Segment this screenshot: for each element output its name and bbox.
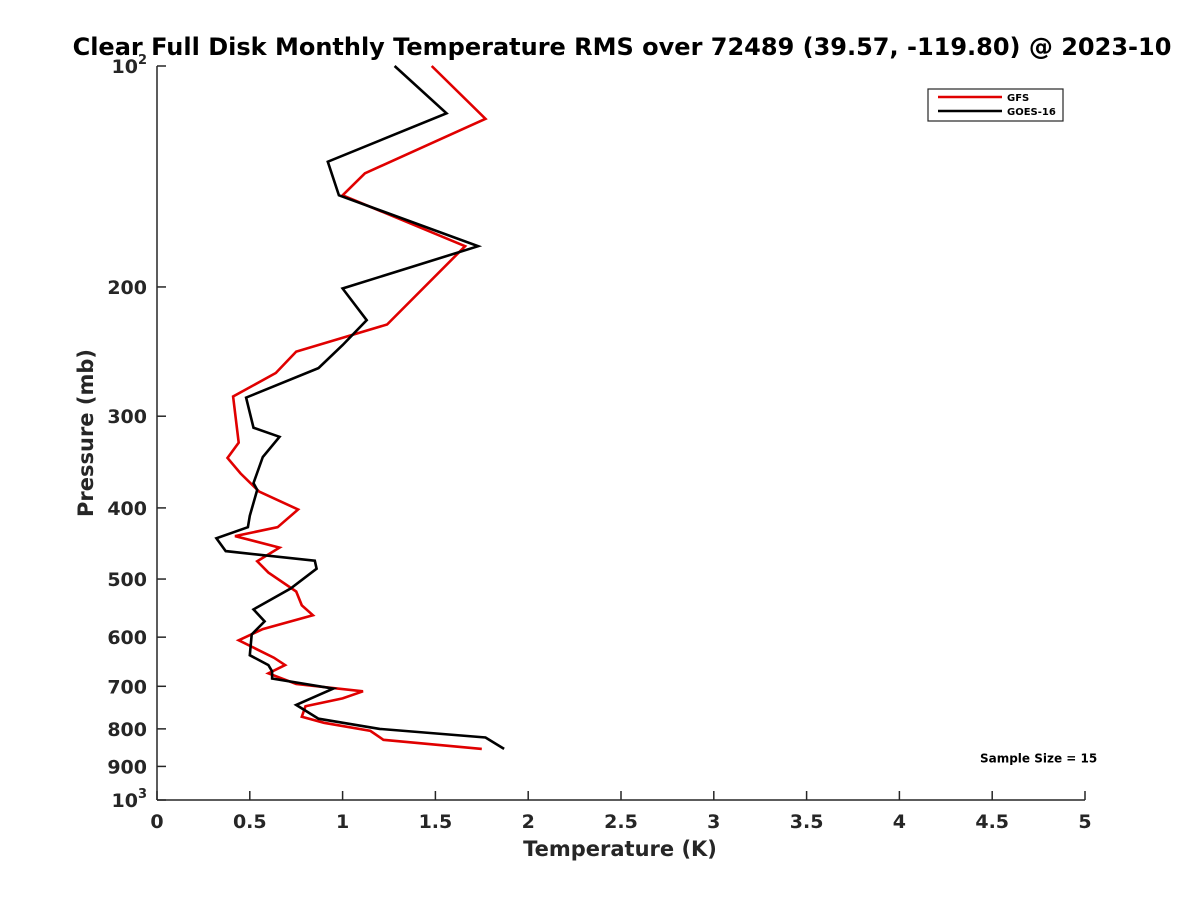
legend-label-gfs: GFS	[1007, 93, 1029, 104]
y-tick-label: 200	[107, 277, 147, 299]
legend-label-goes-16: GOES-16	[1007, 107, 1056, 118]
series-line-goes-16	[214, 65, 505, 751]
y-tick-label: 900	[107, 756, 147, 778]
x-tick-label: 1	[336, 811, 349, 833]
x-tick-label: 0.5	[233, 811, 267, 833]
x-tick-label: 0	[150, 811, 163, 833]
y-tick-label: 600	[107, 627, 147, 649]
legend-box	[927, 88, 1064, 122]
y-axis-label: Pressure (mb)	[74, 349, 98, 517]
sample-size-annotation: Sample Size = 15	[980, 752, 1097, 766]
legend: GFS GOES-16	[927, 88, 1064, 122]
x-ticks: 0 0.5 1 1.5 2 2.5 3 3.5 4 4.5 5	[150, 791, 1092, 833]
x-axis-label: Temperature (K)	[523, 837, 717, 861]
y-tick-label: 102	[112, 53, 148, 78]
y-tick-label: 800	[107, 719, 147, 741]
y-tick-label: 103	[112, 787, 148, 812]
x-tick-label: 5	[1078, 811, 1091, 833]
x-tick-label: 4	[893, 811, 906, 833]
series-group	[214, 65, 505, 751]
y-tick-label: 300	[107, 406, 147, 428]
x-tick-label: 2	[522, 811, 535, 833]
series-line-gfs	[225, 65, 488, 751]
y-tick-label: 500	[107, 569, 147, 591]
y-ticks: 102 200 300 400 500 600 700 800 900 103	[107, 53, 166, 812]
y-tick-label: 400	[107, 498, 147, 520]
x-tick-label: 3	[707, 811, 720, 833]
x-tick-label: 3.5	[790, 811, 824, 833]
x-tick-label: 2.5	[604, 811, 638, 833]
x-tick-label: 1.5	[419, 811, 453, 833]
chart-title: Clear Full Disk Monthly Temperature RMS …	[73, 33, 1172, 61]
x-tick-label: 4.5	[975, 811, 1009, 833]
y-tick-label: 700	[107, 676, 147, 698]
